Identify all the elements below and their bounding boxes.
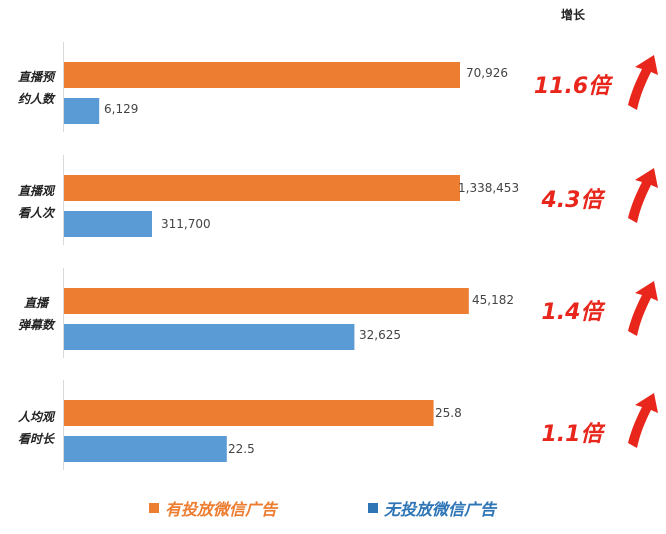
category-divider [63, 380, 64, 470]
up-arrow-icon [628, 281, 658, 336]
growth-multiplier: 1.4倍 [541, 300, 603, 325]
bar-without-ad [64, 211, 152, 237]
data-label: 32,625 [359, 328, 401, 342]
up-arrow-icon [628, 168, 658, 223]
growth-header: 增长 [561, 8, 586, 22]
data-label: 311,700 [161, 217, 211, 231]
category-label: 人均观 看时长 [6, 406, 66, 450]
data-label: 45,182 [472, 293, 514, 307]
arrows-layer [628, 55, 658, 448]
category-label: 直播观 看人次 [6, 180, 66, 224]
legend-swatch [368, 503, 378, 513]
category-divider [63, 155, 64, 245]
category-label-line: 弹幕数 [17, 318, 54, 332]
category-divider [63, 42, 64, 132]
category-label: 直播 弹幕数 [6, 292, 66, 336]
category-label-line: 直播 [23, 296, 48, 310]
data-label: 6,129 [104, 102, 139, 116]
up-arrow-icon [628, 393, 658, 448]
bar-with-ad [64, 62, 460, 88]
data-label: 25.8 [435, 406, 462, 420]
data-label: 22.5 [228, 442, 255, 456]
category-label-line: 直播观 [17, 184, 54, 198]
category-label: 直播预 约人数 [6, 66, 66, 110]
bar-without-ad [64, 436, 227, 462]
category-label-line: 看人次 [17, 206, 54, 220]
growth-multiplier: 4.3倍 [541, 188, 603, 213]
legend-label: 有投放微信广告 [165, 500, 278, 519]
category-label-line: 直播预 [17, 70, 54, 84]
category-label-line: 人均观 [17, 410, 54, 424]
data-label: 70,926 [466, 66, 508, 80]
category-label-line: 看时长 [17, 432, 54, 446]
up-arrow-icon [628, 55, 658, 110]
bar-with-ad [64, 288, 469, 314]
category-divider [63, 268, 64, 358]
legend-item: 无投放微信广告 [368, 496, 496, 520]
legend-swatch [149, 503, 159, 513]
legend-label: 无投放微信广告 [384, 500, 497, 519]
bar-without-ad [64, 98, 100, 124]
bar-with-ad [64, 400, 434, 426]
growth-multiplier: 1.1倍 [541, 422, 603, 447]
bars-layer [64, 62, 469, 462]
data-label: 1,338,453 [458, 181, 520, 195]
growth-multiplier: 11.6倍 [533, 74, 611, 99]
bar-without-ad [64, 324, 355, 350]
bar-with-ad [64, 175, 460, 201]
category-label-line: 约人数 [17, 92, 54, 106]
legend-item: 有投放微信广告 [149, 496, 277, 520]
